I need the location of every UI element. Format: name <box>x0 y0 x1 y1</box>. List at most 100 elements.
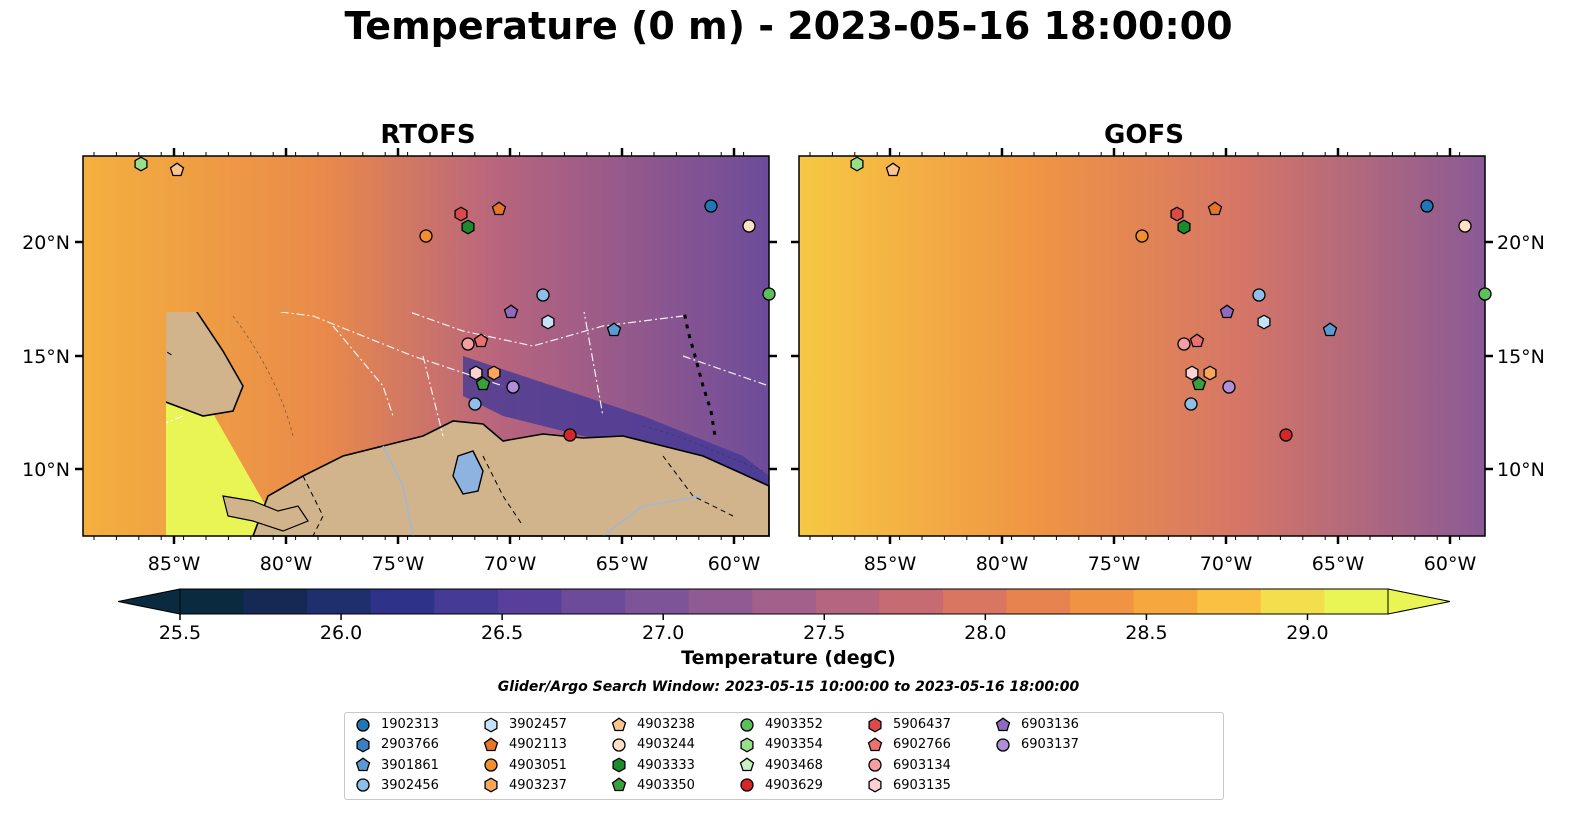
legend-item-3901861: 3901861 <box>355 757 439 775</box>
legend-item-6903135: 6903135 <box>867 777 951 795</box>
legend-item-6903136: 6903136 <box>995 716 1079 734</box>
colorbar-segment <box>561 589 626 614</box>
float-marker-3902456 <box>468 397 482 411</box>
pentagon-marker-icon <box>611 777 627 792</box>
legend-marker-4903333 <box>612 757 626 773</box>
float-marker-4903244 <box>1458 219 1472 233</box>
float-marker-6903136 <box>1219 304 1235 319</box>
float-markers-gofs <box>850 156 1492 442</box>
legend-label: 4902113 <box>509 737 567 753</box>
colorbar-segment <box>688 589 753 614</box>
colorbar-label: Temperature (degC) <box>681 647 896 669</box>
legend-marker-3902456 <box>356 778 370 793</box>
colorbar-tick-label: 25.5 <box>159 622 201 644</box>
legend-item-1902313: 1902313 <box>355 716 439 734</box>
map-panel-gofs <box>798 155 1492 537</box>
legend-label: 3901861 <box>381 757 439 773</box>
lon-tick-label: 60°W <box>1424 553 1477 575</box>
legend-label: 4903244 <box>637 737 695 753</box>
float-marker-6903136 <box>503 304 519 319</box>
legend-label: 6903136 <box>1021 717 1079 732</box>
circle-marker-icon <box>356 717 370 732</box>
legend-item-6903137: 6903137 <box>995 736 1079 754</box>
colorbar-segment <box>1197 589 1262 614</box>
circle-marker-icon <box>484 758 498 772</box>
legend-label: 6903134 <box>893 757 951 773</box>
float-marker-4902113 <box>491 201 507 216</box>
lat-tick-label-left: 15°N <box>22 346 70 368</box>
float-marker-4903051 <box>419 229 433 243</box>
float-marker-3901861 <box>606 322 622 337</box>
legend-label: 4903333 <box>637 757 695 773</box>
legend-marker-6903135 <box>868 777 882 793</box>
legend-item-4903051: 4903051 <box>483 757 567 775</box>
lat-tick-label-right: 20°N <box>1497 232 1545 254</box>
legend-item-3902457: 3902457 <box>483 716 567 734</box>
float-marker-6902766 <box>1189 333 1205 348</box>
float-marker-3902456 <box>1184 397 1198 411</box>
float-marker-5906437 <box>454 206 468 222</box>
float-marker-6903135 <box>469 365 483 381</box>
colorbar-segment <box>243 589 308 614</box>
legend-label: 4903354 <box>765 737 823 753</box>
float-marker-4903238 <box>169 162 185 177</box>
float-marker-4903629 <box>1279 428 1293 442</box>
legend-item-4903468: 4903468 <box>739 757 823 775</box>
pentagon-marker-icon <box>611 716 627 731</box>
colorbar-tick-label: 28.5 <box>1125 622 1167 644</box>
lon-tick-label: 85°W <box>148 553 201 575</box>
float-marker-3902456 <box>1252 288 1266 302</box>
hexagon-marker-icon <box>484 716 498 733</box>
legend-marker-4903244 <box>612 738 626 752</box>
colorbar-tick-label: 27.0 <box>642 622 684 644</box>
colorbar-segment <box>1070 589 1135 614</box>
legend-label: 1902313 <box>381 717 439 732</box>
float-markers-rtofs <box>134 156 776 442</box>
colorbar-segment <box>370 589 435 614</box>
legend-item-6902766: 6902766 <box>867 736 951 754</box>
lon-tick-label: 75°W <box>372 553 425 575</box>
lon-tick-label: 85°W <box>864 553 917 575</box>
legend-item-4903350: 4903350 <box>611 777 695 795</box>
pentagon-marker-icon <box>483 737 499 751</box>
pentagon-marker-icon <box>739 757 755 772</box>
circle-marker-icon <box>612 738 626 752</box>
colorbar-segment <box>879 589 944 614</box>
float-marker-6903137 <box>1222 380 1236 394</box>
hexagon-marker-icon <box>740 737 754 753</box>
legend-label: 4903629 <box>765 777 823 793</box>
lat-tick-label-right: 10°N <box>1497 459 1545 481</box>
colorbar-segment <box>1133 589 1198 614</box>
legend-item-2903766: 2903766 <box>355 736 439 754</box>
legend-item-4903238: 4903238 <box>611 716 695 734</box>
hexagon-marker-icon <box>612 757 626 773</box>
lon-tick-label: 80°W <box>976 553 1029 575</box>
lon-tick-label: 80°W <box>260 553 313 575</box>
float-marker-4903629 <box>563 428 577 442</box>
legend-marker-3901861 <box>355 757 371 772</box>
float-marker-4903333 <box>461 219 475 235</box>
legend-label: 5906437 <box>893 717 951 732</box>
hexagon-marker-icon <box>868 777 882 793</box>
lat-tick-label-left: 20°N <box>22 232 70 254</box>
float-marker-4903244 <box>742 219 756 233</box>
float-marker-4903352 <box>762 287 776 301</box>
legend-marker-3902457 <box>484 716 498 733</box>
legend-marker-6902766 <box>867 737 883 751</box>
figure-title: Temperature (0 m) - 2023-05-16 18:00:00 <box>344 4 1233 48</box>
float-marker-3902457 <box>541 314 555 330</box>
float-marker-6903134 <box>1177 337 1191 351</box>
legend-item-4903244: 4903244 <box>611 736 695 754</box>
legend-label: 4903238 <box>637 717 695 732</box>
float-marker-4903352 <box>1478 287 1492 301</box>
legend-label: 4903051 <box>509 757 567 773</box>
colorbar: 25.5 26.0 26.5 27.0 27.5 28.0 28.5 29.0 <box>117 588 1451 644</box>
float-marker-1902313 <box>1420 199 1434 213</box>
float-marker-4903238 <box>885 162 901 177</box>
colorbar-extend-high <box>1387 588 1451 615</box>
colorbar-segment <box>180 589 245 614</box>
colorbar-segment <box>815 589 880 614</box>
colorbar-segment <box>1260 589 1325 614</box>
float-marker-4903354 <box>134 156 148 172</box>
float-marker-6903135 <box>1185 365 1199 381</box>
